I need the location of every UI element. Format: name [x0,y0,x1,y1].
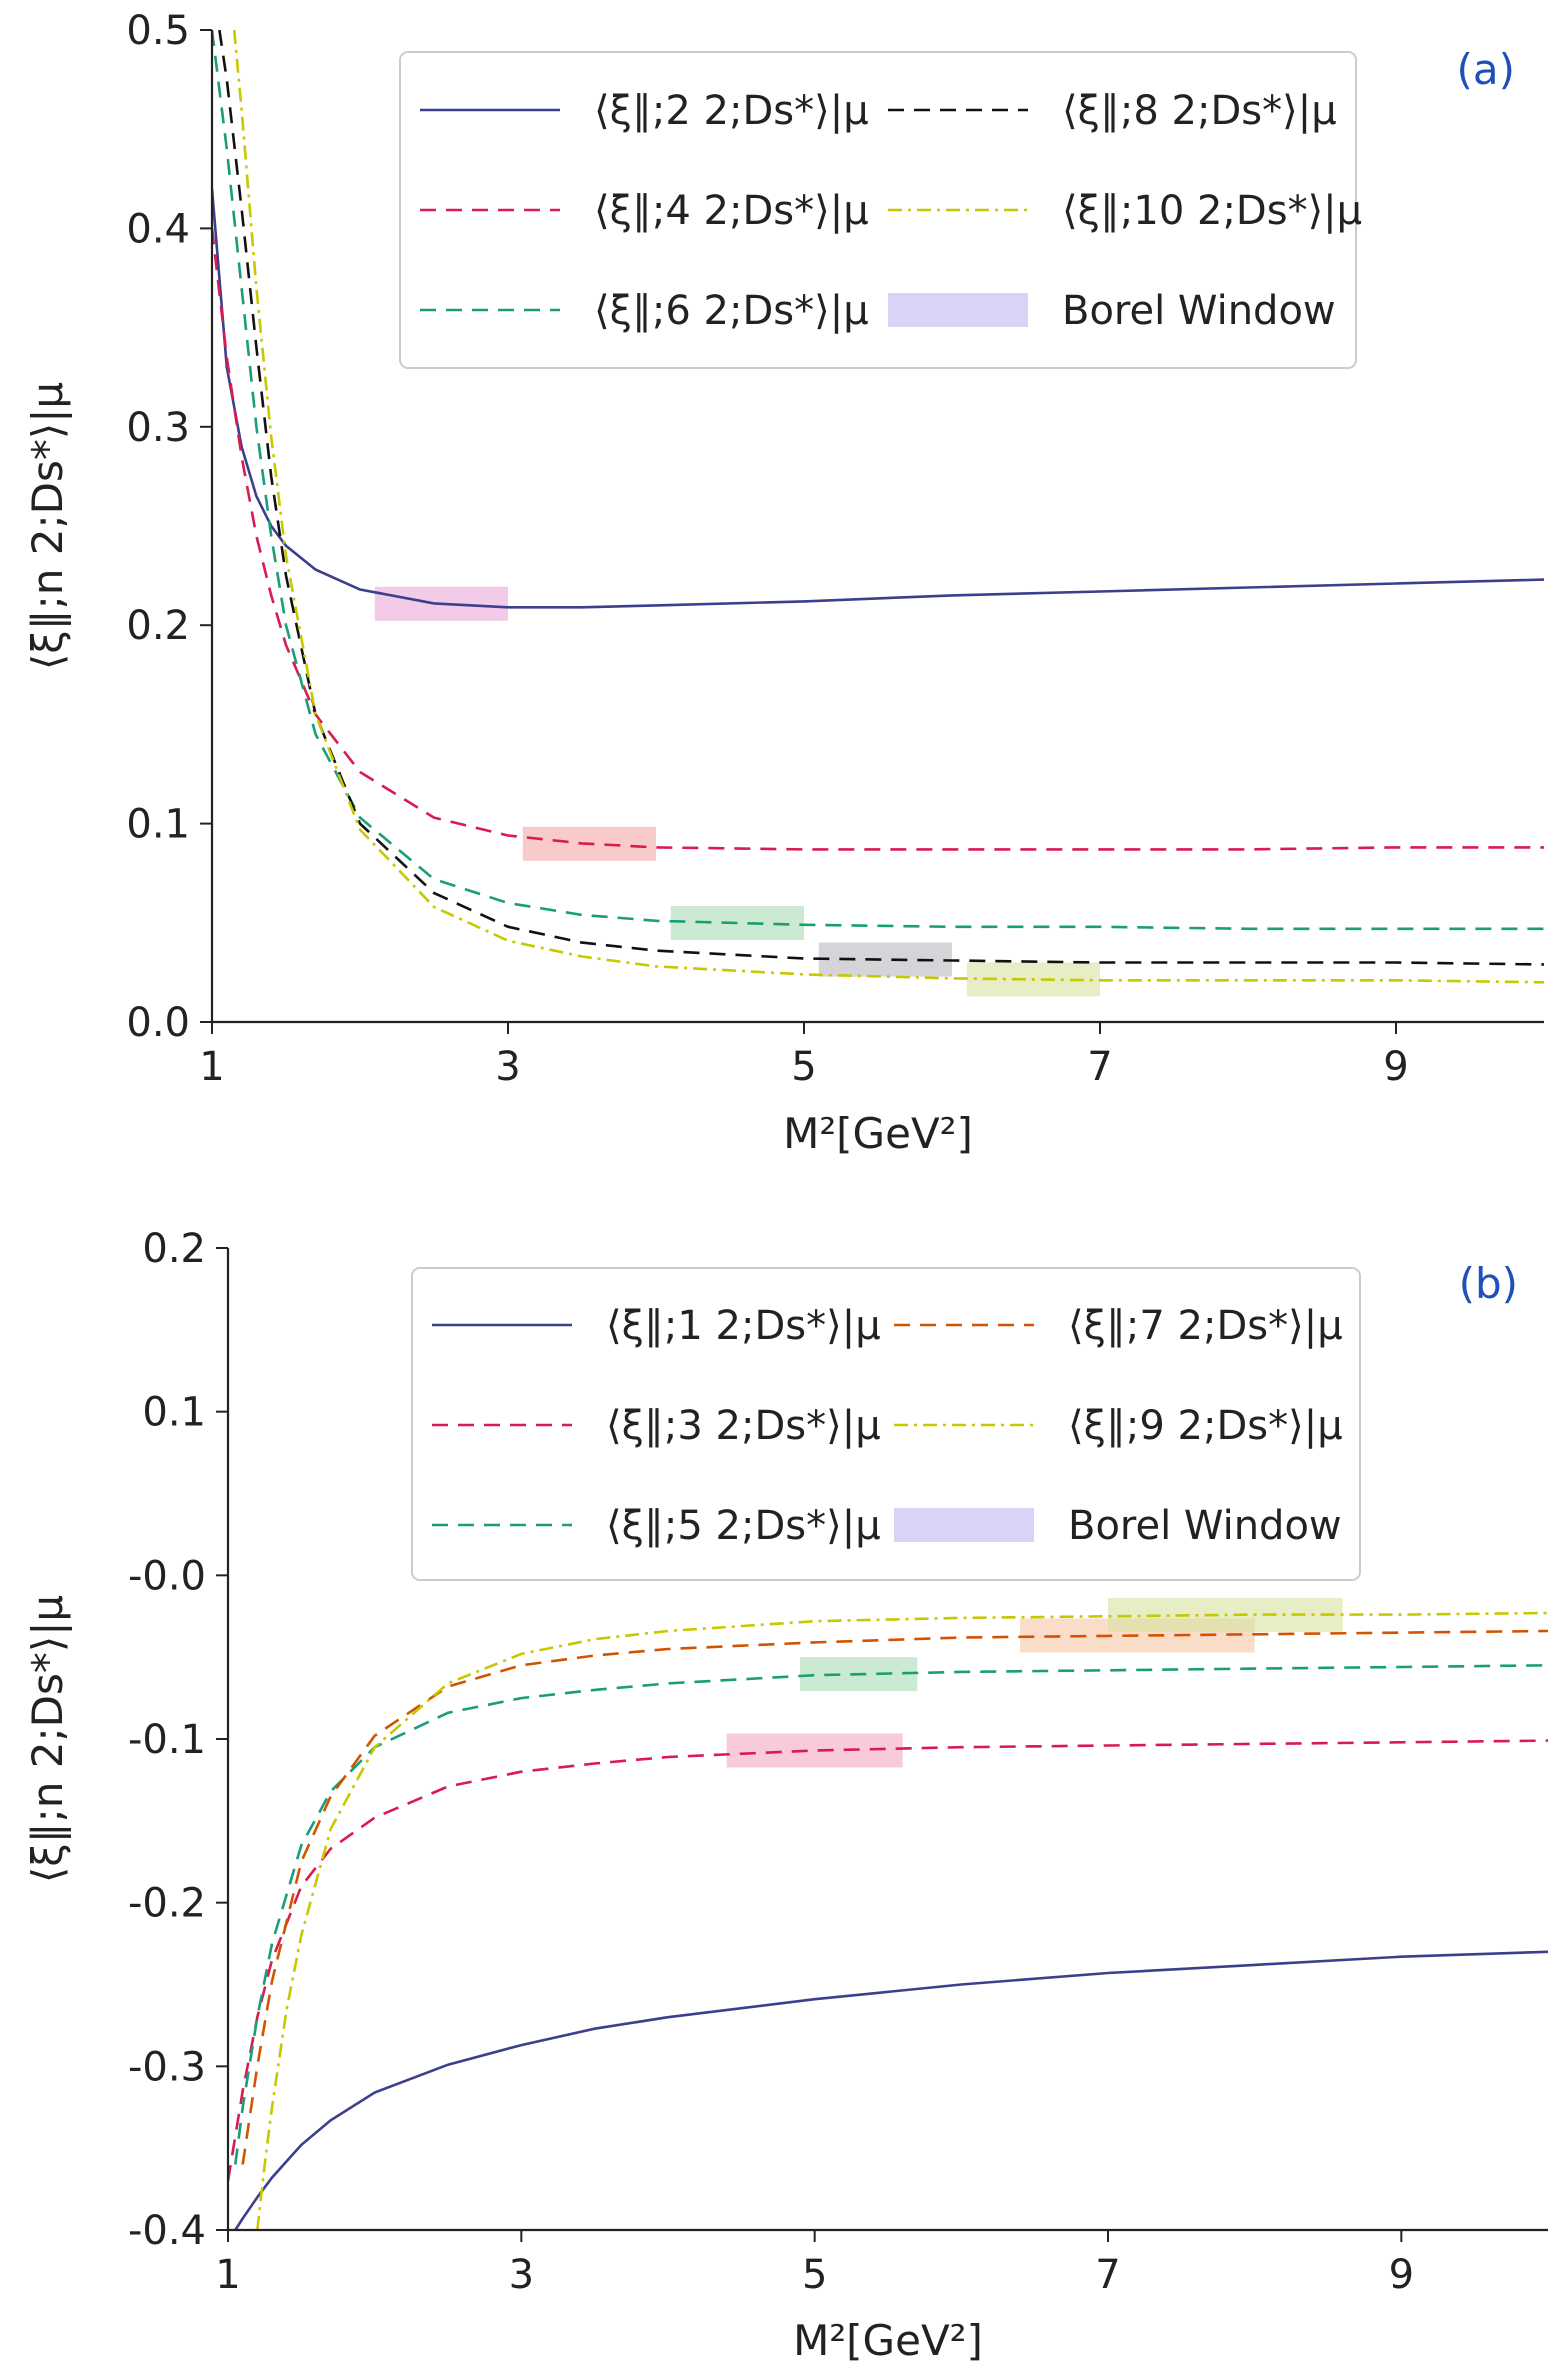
x-tick-label: 7 [1087,1044,1112,1090]
legend-label: ⟨ξ∥;5 2;Ds*⟩|μ [606,1503,881,1549]
legend-label: ⟨ξ∥;9 2;Ds*⟩|μ [1068,1403,1343,1449]
panel-label: (a) [1456,45,1515,94]
legend-box [399,51,1357,369]
y-tick-label: -0.0 [128,1553,206,1599]
legend-label: ⟨ξ∥;10 2;Ds*⟩|μ [1062,188,1362,234]
legend-label: ⟨ξ∥;4 2;Ds*⟩|μ [594,188,869,234]
x-tick-label: 7 [1095,2252,1120,2298]
panel-a: 1 3 5 7 9 0.0 0.1 0.2 0.3 0.4 0.5 M²[GeV²] ⟨ξ∥;n 2;D… [23,8,1544,1158]
legend-entry: Borel Window [894,1503,1342,1549]
y-tick-label: -0.2 [128,1881,206,1927]
borel-window-bands [374,586,1100,997]
x-tick-label: 5 [791,1044,816,1090]
y-tick-label: -0.1 [128,1717,206,1763]
legend-entry: ⟨ξ∥;5 2;Ds*⟩|μ [432,1503,881,1549]
series-lines [212,30,1544,984]
legend-label: Borel Window [1068,1503,1342,1549]
legend-label: ⟨ξ∥;6 2;Ds*⟩|μ [594,288,869,334]
legend-swatch [894,1508,1034,1542]
series-line-4 [232,30,1544,984]
borel-window-band [726,1733,903,1768]
panel-label: (b) [1459,1259,1518,1308]
y-tick-label: -0.4 [128,2208,206,2254]
y-tick-label: -0.3 [128,2044,206,2090]
legend-label: ⟨ξ∥;7 2;Ds*⟩|μ [1068,1303,1343,1349]
series-line-0 [212,188,1544,609]
x-tick-label: 9 [1389,2252,1414,2298]
legend-box [411,1267,1361,1581]
x-tick-label: 1 [199,1044,224,1090]
y-tick-label: 0.3 [126,405,190,451]
legend-entry: ⟨ξ∥;4 2;Ds*⟩|μ [420,188,869,234]
legend-entry: ⟨ξ∥;6 2;Ds*⟩|μ [420,288,869,334]
series-line-2 [212,30,1544,931]
y-axis-label: ⟨ξ∥;n 2;Ds*⟩|μ [23,1595,72,1883]
y-tick-label: 0.1 [126,802,190,848]
x-tick-label: 9 [1383,1044,1408,1090]
x-tick-label: 5 [802,2252,827,2298]
y-tick-label: 0.2 [126,603,190,649]
legend-entry: ⟨ξ∥;10 2;Ds*⟩|μ [888,188,1362,234]
legend-swatch [888,293,1028,327]
legend-entry: ⟨ξ∥;2 2;Ds*⟩|μ [420,88,869,134]
x-axis-label: M²[GeV²] [783,1109,973,1158]
series-lines [228,1611,1548,2230]
series-line-4 [256,1611,1548,2230]
legend-entry: ⟨ξ∥;8 2;Ds*⟩|μ [888,88,1337,134]
legend-entry: ⟨ξ∥;7 2;Ds*⟩|μ [894,1303,1343,1349]
legend: ⟨ξ∥;2 2;Ds*⟩|μ ⟨ξ∥;4 2;Ds*⟩|μ ⟨ξ∥;6 2;Ds*⟩… [399,51,1362,369]
panel-b: 1 3 5 7 9 -0.4 -0.3 -0.2 -0.1 -0.0 0.1 0.2 M²[GeV²] ⟨… [23,1226,1548,2365]
series-line-0 [234,1950,1548,2230]
legend-label: ⟨ξ∥;2 2;Ds*⟩|μ [594,88,869,134]
x-tick-label: 3 [495,1044,520,1090]
y-tick-label: 0.1 [142,1390,206,1436]
series-line-2 [234,1664,1548,2165]
legend-label: ⟨ξ∥;3 2;Ds*⟩|μ [606,1403,881,1449]
series-line-3 [241,1629,1548,2165]
y-axis-label: ⟨ξ∥;n 2;Ds*⟩|μ [23,382,72,670]
y-tick-label: 0.0 [126,1000,190,1046]
y-tick-label: 0.4 [126,206,190,252]
series-line-1 [228,1739,1548,2182]
series-line-3 [218,30,1544,966]
x-axis-label: M²[GeV²] [793,2316,983,2365]
y-tick-label: 0.2 [142,1226,206,1272]
legend-entry: ⟨ξ∥;3 2;Ds*⟩|μ [432,1403,881,1449]
legend-label: Borel Window [1062,288,1336,334]
x-tick-label: 1 [215,2252,240,2298]
legend-label: ⟨ξ∥;8 2;Ds*⟩|μ [1062,88,1337,134]
x-tick-label: 3 [509,2252,534,2298]
series-line-1 [212,228,1544,851]
legend-entry: Borel Window [888,288,1336,334]
y-tick-label: 0.5 [126,8,190,54]
legend-label: ⟨ξ∥;1 2;Ds*⟩|μ [606,1303,881,1349]
legend-entry: ⟨ξ∥;1 2;Ds*⟩|μ [432,1303,881,1349]
legend: ⟨ξ∥;1 2;Ds*⟩|μ ⟨ξ∥;3 2;Ds*⟩|μ ⟨ξ∥;5 2;Ds*⟩… [411,1267,1361,1581]
legend-entry: ⟨ξ∥;9 2;Ds*⟩|μ [894,1403,1343,1449]
borel-window-bands [726,1597,1343,1768]
